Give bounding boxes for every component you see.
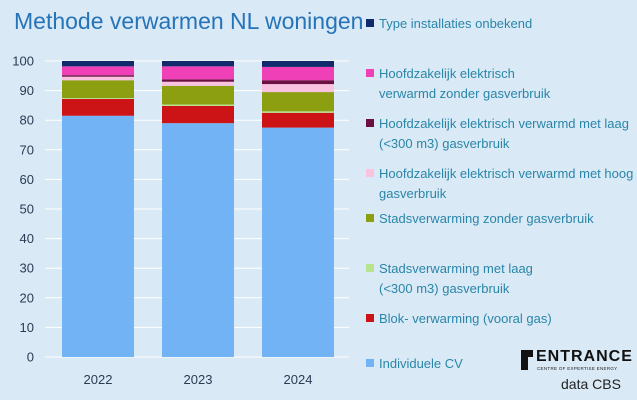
- y-tick-label: 60: [20, 172, 34, 187]
- bar-segment-2024-6: [262, 66, 334, 81]
- legend-item: Hoofdzakelijk elektrisch verwarmd met ho…: [366, 164, 634, 204]
- legend-label: Stadsverwarming zonder gasverbruik: [379, 211, 594, 226]
- bar-segment-2023-6: [162, 66, 234, 80]
- bar-segment-2024-5: [262, 80, 334, 85]
- bar-segment-2024-2: [262, 111, 334, 113]
- legend-label: Hoofdzakelijk elektrisch verwarmd zonder…: [379, 66, 551, 101]
- logo-tagline: CENTRE OF EXPERTISE ENERGY: [537, 366, 618, 371]
- bar-segment-2022-4: [62, 76, 134, 81]
- legend-item: Type installaties onbekend: [366, 14, 634, 34]
- bar-segment-2022-0: [62, 115, 134, 357]
- y-tick-label: 40: [20, 231, 34, 246]
- legend-item: Stadsverwarming met laag (<300 m3) gasve…: [366, 259, 556, 299]
- bar-segment-2023-2: [162, 104, 234, 106]
- legend-swatch: [366, 214, 374, 222]
- x-tick-label-2022: 2022: [84, 372, 113, 387]
- source-label: data CBS: [561, 376, 621, 392]
- legend-item: Hoofdzakelijk elektrisch verwarmd met la…: [366, 114, 634, 154]
- legend-label: Stadsverwarming met laag (<300 m3) gasve…: [379, 261, 533, 296]
- legend-swatch: [366, 69, 374, 77]
- entrance-logo: ENTRANCE CENTRE OF EXPERTISE ENERGY: [519, 348, 633, 373]
- legend-swatch: [366, 264, 374, 272]
- legend-swatch: [366, 314, 374, 322]
- legend-swatch: [366, 169, 374, 177]
- bar-segment-2024-7: [262, 61, 334, 67]
- bar-segment-2024-4: [262, 84, 334, 93]
- y-tick-label: 30: [20, 261, 34, 276]
- legend-label: Hoofdzakelijk elektrisch verwarmd met ho…: [379, 166, 634, 201]
- bar-segment-2022-3: [62, 80, 134, 98]
- legend-swatch: [366, 119, 374, 127]
- y-tick-label: 80: [20, 113, 34, 128]
- legend-item: Blok- verwarming (vooral gas): [366, 309, 634, 329]
- bar-segment-2023-0: [162, 123, 234, 357]
- bar-segment-2024-1: [262, 112, 334, 128]
- chart-legend: Type installaties onbekend Hoofdzakelijk …: [366, 0, 634, 380]
- y-tick-label: 90: [20, 83, 34, 98]
- bar-segment-2024-0: [262, 127, 334, 357]
- legend-item: Hoofdzakelijk elektrisch verwarmd zonder…: [366, 64, 556, 104]
- bar-segment-2023-1: [162, 105, 234, 124]
- bar-segment-2022-1: [62, 98, 134, 116]
- entrance-logo-icon: [521, 350, 533, 370]
- bar-segment-2023-7: [162, 61, 234, 67]
- x-tick-label-2024: 2024: [284, 372, 313, 387]
- y-tick-label: 100: [12, 54, 34, 69]
- x-tick-label-2023: 2023: [184, 372, 213, 387]
- legend-item: Stadsverwarming zonder gasverbruik: [366, 209, 634, 229]
- y-tick-label: 50: [20, 202, 34, 217]
- legend-label: Type installaties onbekend: [379, 16, 533, 31]
- legend-label: Hoofdzakelijk elektrisch verwarmd met la…: [379, 116, 629, 151]
- y-tick-label: 10: [20, 320, 34, 335]
- bar-segment-2024-3: [262, 92, 334, 112]
- bar-segment-2023-3: [162, 85, 234, 105]
- bar-segment-2022-5: [62, 75, 134, 77]
- logo-name: ENTRANCE: [536, 348, 633, 365]
- y-tick-label: 70: [20, 142, 34, 157]
- legend-item: Individuele CV: [366, 354, 634, 374]
- bar-segment-2023-4: [162, 81, 234, 86]
- bar-segment-2022-6: [62, 66, 134, 76]
- y-tick-label: 20: [20, 290, 34, 305]
- bar-segment-2022-7: [62, 61, 134, 67]
- bar-segment-2023-5: [162, 79, 234, 82]
- legend-label: Blok- verwarming (vooral gas): [379, 311, 552, 326]
- chart-title: Methode verwarmen NL woningen: [14, 8, 364, 34]
- bar-segment-2022-2: [62, 98, 134, 99]
- y-tick-label: 0: [27, 350, 34, 365]
- legend-swatch: [366, 19, 374, 27]
- stacked-bar-chart: 0 10 20 30 40 50 60 70 80 90 100 2022 2023 2024: [12, 54, 349, 387]
- legend-swatch: [366, 359, 374, 367]
- legend-label: Individuele CV: [379, 356, 463, 371]
